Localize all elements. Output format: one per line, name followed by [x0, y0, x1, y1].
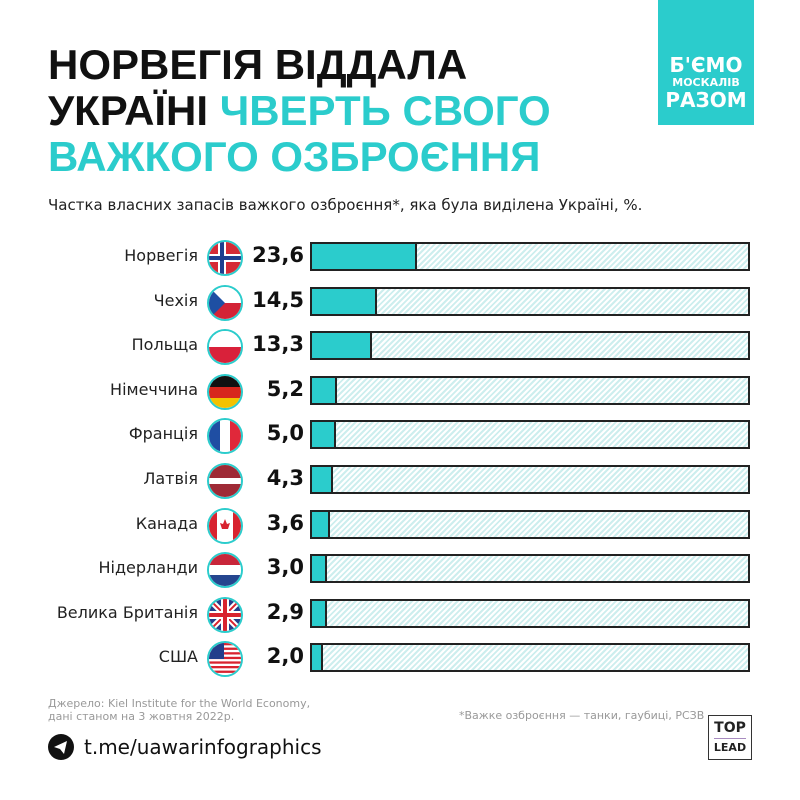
bar — [312, 645, 323, 671]
value-label: 13,3 — [252, 332, 304, 357]
norway-flag-icon — [207, 240, 243, 276]
category-label: Норвегія — [124, 246, 198, 265]
headline-line-2-accent: ЧВЕРТЬ СВОГО — [219, 87, 551, 134]
latvia-flag-icon — [207, 463, 243, 499]
value-label: 14,5 — [252, 287, 304, 312]
slogan-badge: Б'ЄМО МОСКАЛІВ РАЗОМ — [658, 0, 754, 125]
toplead-logo: TOP LEAD — [708, 715, 752, 760]
bar — [312, 333, 372, 359]
logo-top: TOP — [714, 720, 746, 736]
telegram-icon — [48, 734, 74, 760]
bar — [312, 422, 336, 448]
canada-flag-icon — [207, 507, 243, 544]
bar-track — [310, 465, 750, 494]
bar-track — [310, 375, 750, 405]
category-label: Німеччина — [110, 379, 198, 399]
uk-flag-icon — [207, 596, 243, 633]
value-label: 23,6 — [252, 243, 304, 267]
value-label: 4,3 — [266, 466, 304, 490]
badge-line-1: Б'ЄМО — [669, 53, 743, 77]
bar — [312, 288, 378, 314]
france-flag-icon — [207, 418, 243, 455]
bar-track — [310, 554, 750, 584]
value-label: 2,9 — [266, 599, 304, 624]
badge-line-3: РАЗОМ — [665, 88, 747, 112]
value-label: 3,0 — [266, 555, 304, 580]
bar — [312, 511, 330, 537]
value-label: 3,6 — [266, 510, 304, 535]
bar-track — [310, 286, 750, 316]
bar-track — [310, 420, 750, 450]
bar-track — [310, 509, 750, 539]
bar — [312, 467, 333, 492]
category-label: Польща — [131, 335, 198, 355]
badge-line-2: МОСКАЛІВ — [672, 76, 740, 89]
czechia-flag-icon — [207, 284, 243, 321]
bar — [312, 600, 327, 626]
category-label: Чехія — [153, 290, 198, 310]
value-label: 2,0 — [266, 644, 304, 669]
bar — [312, 244, 417, 269]
source-line-2: дані станом на 3 жовтня 2022р. — [48, 710, 235, 723]
germany-flag-icon — [207, 373, 243, 410]
category-label: Латвія — [143, 469, 198, 488]
bar-track — [310, 242, 750, 271]
netherlands-flag-icon — [207, 552, 243, 589]
category-label: Франція — [128, 424, 198, 444]
bar-track — [310, 643, 750, 673]
source-line-1: Джерело: Kiel Institute for the World Ec… — [48, 697, 311, 710]
category-label: Велика Британія — [56, 602, 198, 622]
headline-line-1: НОРВЕГІЯ ВІДДАЛА — [48, 41, 468, 88]
category-label: Канада — [135, 513, 198, 533]
chart-subtitle: Частка власних запасів важкого озброєння… — [48, 196, 643, 214]
logo-bottom: LEAD — [713, 741, 747, 754]
poland-flag-icon — [207, 329, 243, 366]
telegram-link[interactable]: t.me/uawarinfographics — [48, 734, 322, 760]
bar-track — [310, 331, 750, 361]
footnote: *Важке озброєння — танки, гаубиці, РСЗВ — [459, 709, 705, 722]
headline-line-3: ВАЖКОГО ОЗБРОЄННЯ — [48, 133, 541, 180]
category-label: США — [158, 647, 198, 667]
usa-flag-icon — [207, 641, 243, 678]
value-label: 5,0 — [266, 421, 304, 446]
bar — [312, 377, 337, 403]
headline-line-2: УКРАЇНІ — [48, 87, 209, 134]
bar — [312, 556, 328, 582]
telegram-url[interactable]: t.me/uawarinfographics — [84, 735, 322, 759]
source: Джерело: Kiel Institute for the World Ec… — [48, 697, 310, 723]
headline: НОРВЕГІЯ ВІДДАЛА УКРАЇНІ ЧВЕРТЬ СВОГО ВА… — [48, 42, 653, 180]
bar-track — [310, 598, 750, 628]
category-label: Нідерланди — [98, 558, 199, 578]
value-label: 5,2 — [266, 376, 304, 401]
